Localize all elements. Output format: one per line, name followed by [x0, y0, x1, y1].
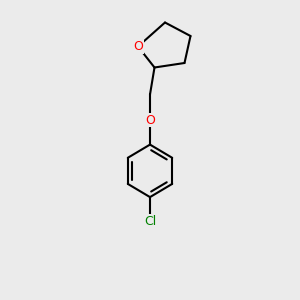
- Text: O: O: [145, 113, 155, 127]
- Text: O: O: [133, 40, 143, 53]
- Text: Cl: Cl: [144, 215, 156, 228]
